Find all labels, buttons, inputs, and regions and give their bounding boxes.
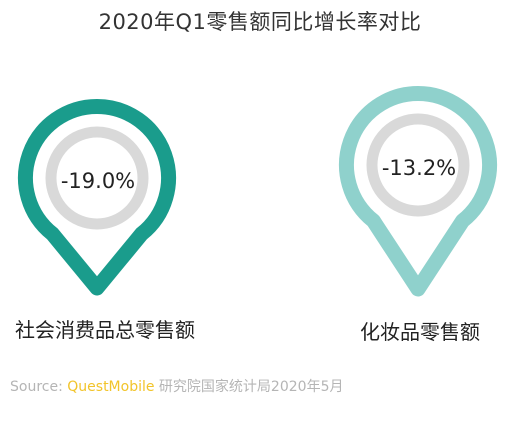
source-suffix: 研究院国家统计局2020年5月 — [154, 379, 344, 395]
source-note: Source: QuestMobile 研究院国家统计局2020年5月 — [10, 376, 343, 396]
value-label: -19.0% — [61, 169, 135, 193]
value-label: -13.2% — [382, 156, 456, 180]
source-brand: QuestMobile — [67, 379, 155, 395]
category-label: 社会消费品总零售额 — [15, 318, 195, 342]
source-prefix: Source: — [10, 379, 68, 395]
value-ring — [45, 126, 149, 230]
value-ring — [366, 113, 470, 217]
pin-marker: -19.0% — [18, 99, 176, 296]
pin-marker: -13.2% — [339, 86, 497, 297]
chart-title: 2020年Q1零售额同比增长率对比 — [98, 10, 422, 34]
category-label: 化妆品零售额 — [360, 320, 480, 344]
